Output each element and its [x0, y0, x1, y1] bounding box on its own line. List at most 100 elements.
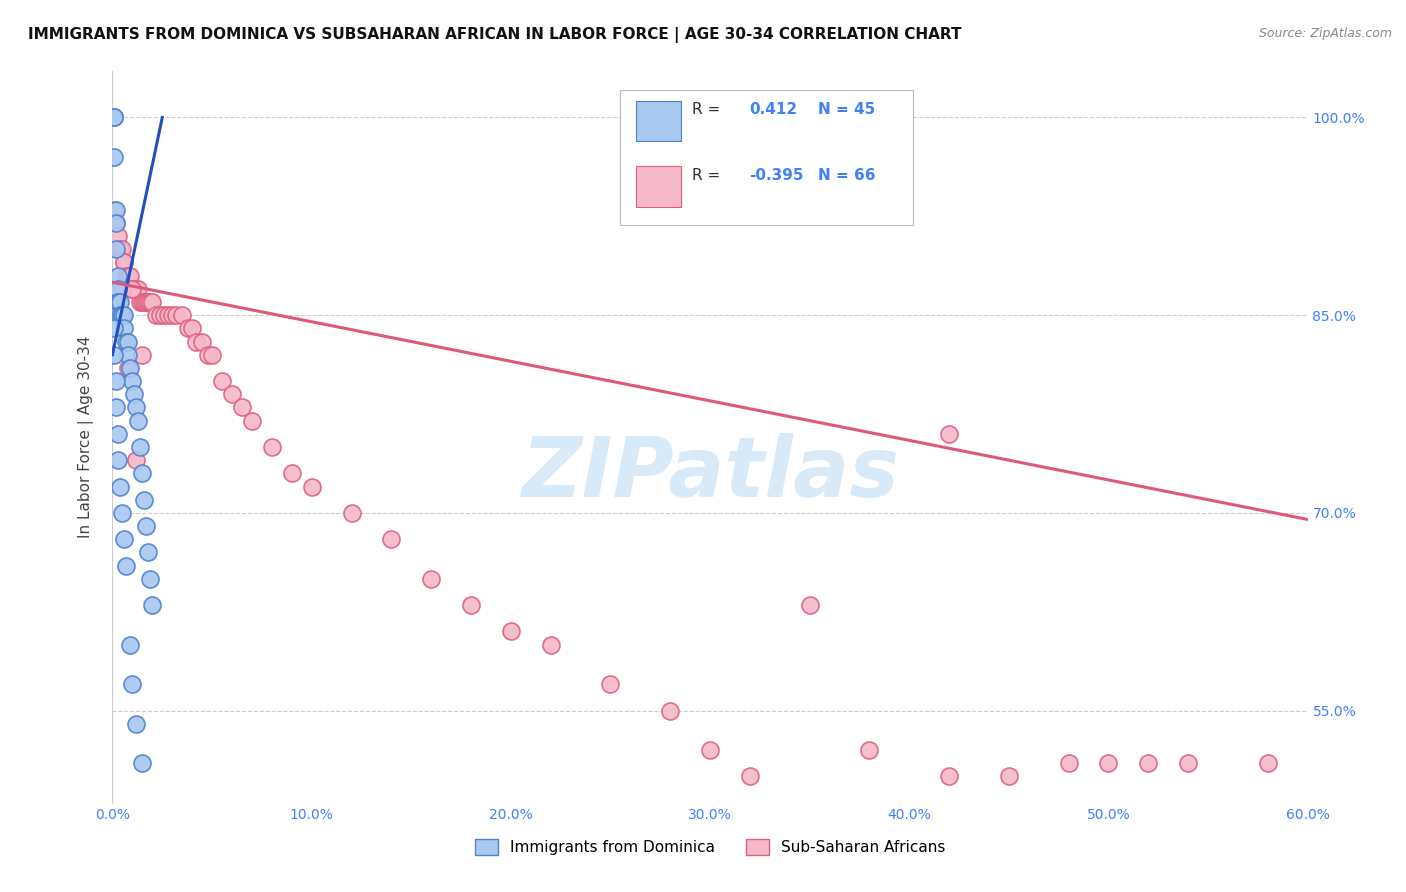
- Point: [115, 268, 138, 283]
- Point: [110, 295, 132, 310]
- Point: [115, 334, 138, 349]
- Point: [103, 321, 125, 335]
- Point: [131, 756, 153, 771]
- Point: [938, 426, 960, 441]
- Point: [138, 295, 160, 310]
- Point: [231, 401, 253, 415]
- Point: [120, 268, 142, 283]
- Point: [221, 387, 243, 401]
- Point: [1137, 756, 1160, 771]
- Point: [1177, 756, 1199, 771]
- Point: [127, 414, 149, 428]
- Point: [114, 321, 135, 335]
- Point: [738, 769, 761, 783]
- Text: IMMIGRANTS FROM DOMINICA VS SUBSAHARAN AFRICAN IN LABOR FORCE | AGE 30-34 CORREL: IMMIGRANTS FROM DOMINICA VS SUBSAHARAN A…: [28, 27, 962, 43]
- Point: [117, 334, 139, 349]
- Point: [107, 295, 129, 310]
- Point: [107, 282, 129, 296]
- Point: [107, 295, 129, 310]
- Point: [131, 467, 153, 481]
- Text: N = 45: N = 45: [818, 102, 875, 117]
- Point: [105, 202, 128, 217]
- Point: [135, 295, 157, 310]
- Point: [103, 150, 125, 164]
- Point: [281, 467, 304, 481]
- Point: [134, 295, 156, 310]
- Point: [191, 334, 214, 349]
- Point: [138, 545, 160, 559]
- Point: [141, 295, 163, 310]
- Text: 0.412: 0.412: [749, 102, 797, 117]
- Point: [460, 598, 482, 612]
- Point: [153, 308, 176, 322]
- Point: [301, 479, 323, 493]
- Text: -0.395: -0.395: [749, 168, 804, 183]
- Text: N = 66: N = 66: [818, 168, 875, 183]
- Point: [149, 308, 172, 322]
- Point: [105, 216, 128, 230]
- Point: [124, 282, 146, 296]
- Point: [103, 202, 125, 217]
- Point: [172, 308, 194, 322]
- Point: [114, 308, 135, 322]
- Point: [114, 533, 135, 547]
- Point: [103, 348, 125, 362]
- Point: [110, 479, 132, 493]
- Point: [135, 519, 157, 533]
- Point: [177, 321, 200, 335]
- Point: [103, 111, 125, 125]
- Legend: Immigrants from Dominica, Sub-Saharan Africans: Immigrants from Dominica, Sub-Saharan Af…: [468, 833, 952, 861]
- Point: [105, 401, 128, 415]
- Point: [197, 348, 219, 362]
- Point: [107, 453, 129, 467]
- Point: [129, 295, 152, 310]
- Point: [111, 308, 134, 322]
- Point: [107, 268, 129, 283]
- Point: [115, 558, 138, 573]
- Point: [121, 374, 143, 388]
- Point: [131, 295, 153, 310]
- FancyBboxPatch shape: [620, 90, 914, 225]
- Point: [240, 414, 263, 428]
- Point: [145, 308, 167, 322]
- Point: [117, 348, 139, 362]
- Point: [211, 374, 233, 388]
- Point: [340, 506, 363, 520]
- Point: [131, 348, 153, 362]
- Point: [110, 308, 132, 322]
- Text: R =: R =: [692, 168, 720, 183]
- Point: [105, 216, 128, 230]
- FancyBboxPatch shape: [636, 167, 682, 207]
- Point: [599, 677, 621, 691]
- Point: [107, 426, 129, 441]
- Point: [124, 387, 146, 401]
- Point: [139, 295, 162, 310]
- Point: [120, 360, 142, 375]
- FancyBboxPatch shape: [636, 101, 682, 141]
- Point: [380, 533, 402, 547]
- Point: [125, 401, 148, 415]
- Point: [858, 743, 880, 757]
- Point: [181, 321, 204, 335]
- Point: [938, 769, 960, 783]
- Point: [125, 282, 148, 296]
- Point: [114, 255, 135, 269]
- Point: [114, 255, 135, 269]
- Point: [125, 716, 148, 731]
- Point: [659, 704, 682, 718]
- Point: [799, 598, 821, 612]
- Point: [699, 743, 721, 757]
- Point: [499, 624, 522, 639]
- Point: [107, 229, 129, 244]
- Point: [127, 282, 149, 296]
- Point: [117, 360, 139, 375]
- Y-axis label: In Labor Force | Age 30-34: In Labor Force | Age 30-34: [77, 335, 94, 539]
- Point: [103, 111, 125, 125]
- Point: [165, 308, 187, 322]
- Point: [120, 638, 142, 652]
- Point: [121, 677, 143, 691]
- Point: [110, 242, 132, 256]
- Point: [121, 282, 143, 296]
- Point: [105, 374, 128, 388]
- Point: [998, 769, 1021, 783]
